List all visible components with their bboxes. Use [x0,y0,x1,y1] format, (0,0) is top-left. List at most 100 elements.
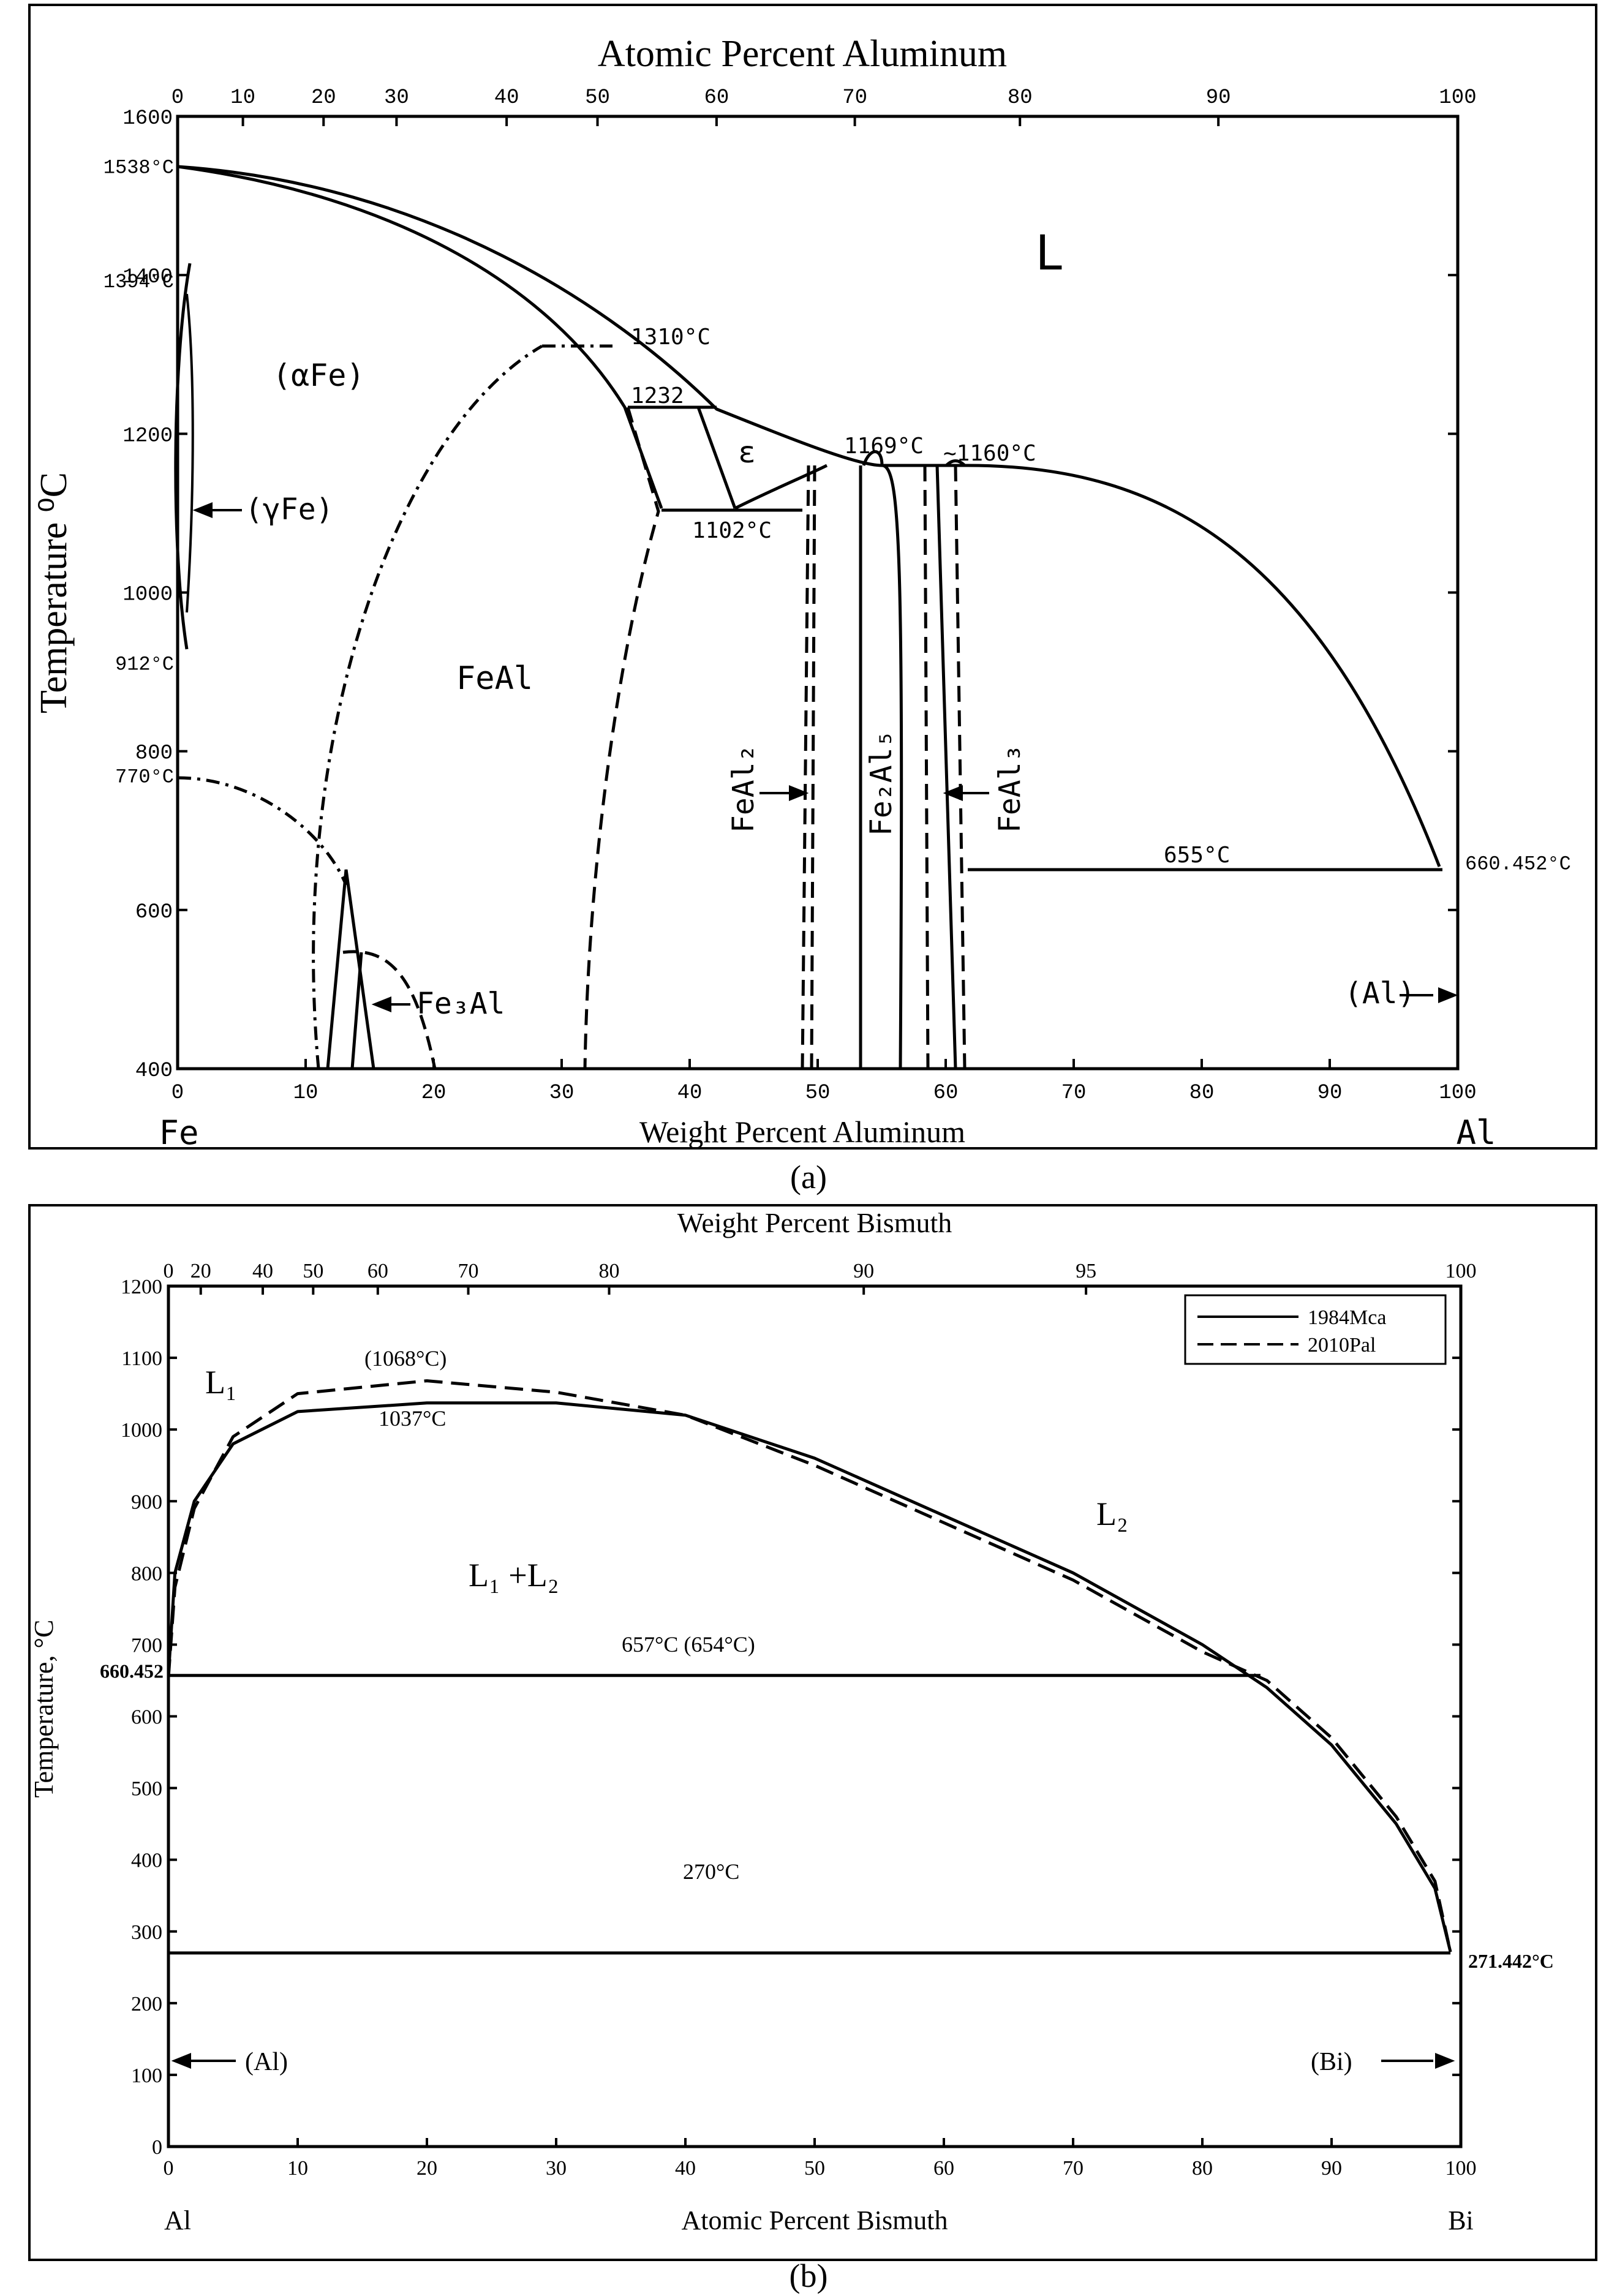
label-1068: (1068°C) [364,1346,447,1371]
epsilon-region [696,407,828,510]
panel-a-top-tick-label: 70 [842,86,867,110]
fe2al5-boundaries [859,450,903,1069]
gamma-arrowhead [192,502,213,518]
panel-a-x-tick-label: 0 [172,1082,184,1105]
panel-b-y-tick-label: 200 [131,1993,162,2016]
panel-b-x-tick-label: 20 [417,2157,437,2180]
legend-box [1184,1294,1447,1365]
panel-a-x-tick-label: 10 [293,1082,318,1105]
label-feal2: FeAl₂ [726,745,761,834]
panel-b-x-tick-label: 100 [1446,2157,1477,2180]
panel-a-arrows [192,502,1458,1012]
label-feal3: FeAl₃ [993,745,1027,834]
panel-a-fe-al-phase-diagram: Atomic Percent Aluminum Weight Percent A… [28,4,1597,1152]
label-al-phase: (Al) [1344,976,1415,1011]
panel-b-top-tick-label: 95 [1076,1260,1096,1282]
panel-b-y-tick-label: 100 [131,2065,162,2087]
label-al-phase-b: (Al) [245,2048,288,2076]
panel-b-frame [28,1204,1597,2261]
label-gamma-fe: (γFe) [245,492,334,527]
panel-b-arrows [171,2053,1455,2069]
solidus-alpha-line [177,165,663,509]
panel-a-top-axis-title: Atomic Percent Aluminum [598,33,1007,75]
panel-a-x-tick-label: 60 [933,1082,959,1105]
panel-a-x-tick-label: 30 [549,1082,575,1105]
label-1169: 1169°C [844,434,924,459]
panel-b-y-tick-label: 1200 [121,1276,162,1298]
label-1310: 1310°C [631,325,710,350]
panel-a-curves [174,165,1442,1069]
panel-a-top-tick-label: 0 [172,86,184,110]
order-disorder-line [312,344,543,1069]
panel-a-temp-label: 660.452°C [1465,853,1571,875]
feal-boundary-dashed [583,407,660,1069]
panel-b-right-endpoint: Bi [1448,2205,1474,2235]
panel-a-y-tick-label: 1200 [123,424,173,448]
panel-a-x-axis-title: Weight Percent Aluminum [639,1115,965,1149]
panel-a-y-tick-label: 1000 [123,584,173,607]
bi-phase-arrowhead [1435,2053,1455,2069]
label-l2: L₂ [1096,1496,1128,1532]
panel-b-y-tick-label: 900 [131,1491,162,1513]
panel-a-x-tick-label: 90 [1317,1082,1343,1105]
panel-a-x-tick-label: 80 [1189,1082,1215,1105]
panel-b-top-tick-label: 90 [853,1260,874,1282]
panel-b-top-tick-label: 50 [303,1260,323,1282]
panel-b-x-tick-label: 50 [804,2157,825,2180]
gamma-loop-outer [174,263,192,650]
panel-b-top-tick-label: 20 [190,1260,211,1282]
feal2-arrowhead [789,785,809,801]
label-fe3al: Fe₃Al [417,987,505,1021]
caption-a: (a) [790,1159,827,1195]
fe3al-solvus [342,950,437,1069]
panel-b-x-axis-title: Atomic Percent Bismuth [681,2205,948,2235]
panel-b-top-axis-title: Weight Percent Bismuth [677,1207,952,1238]
panel-b-top-tick-label: 0 [164,1260,174,1282]
feal3-boundary [935,459,966,1069]
caption-b: (b) [790,2257,828,2294]
panel-a-top-tick-label: 90 [1206,86,1231,110]
panel-a-x-tick-label: 20 [421,1082,447,1105]
al-phase-arrowhead-b [171,2053,191,2069]
feal2-boundaries [801,465,816,1069]
panel-a-x-tick-label: 100 [1439,1082,1476,1105]
panel-b-y-tick-label: 1100 [121,1347,162,1370]
panel-a-x-tick-label: 40 [677,1082,703,1105]
panel-b-top-tick-label: 80 [599,1260,620,1282]
panel-a-y-axis-title: Temperature ⁰C [33,472,75,713]
panel-b-top-tick-label: 70 [458,1260,479,1282]
panel-a-temp-label: 1538°C [104,156,174,179]
panel-b-x-tick-label: 10 [287,2157,308,2180]
label-1102: 1102°C [692,518,772,543]
invariant-lines [628,405,802,512]
label-liquid: L [1035,226,1064,281]
panel-b-temp-label: 271.442°C [1468,1950,1554,1972]
panel-a-top-tick-label: 60 [704,86,729,110]
panel-b-x-tick-label: 40 [675,2157,696,2180]
panel-a-x-tick-label: 50 [805,1082,831,1105]
legend-label-1984mca: 1984Mca [1308,1306,1386,1329]
fe2al5-right-dashed [923,465,967,1069]
panel-b-y-tick-label: 400 [131,1850,162,1872]
panel-b-left-endpoint: Al [164,2205,191,2235]
panel-a-y-tick-label: 400 [135,1060,173,1083]
panel-a-y-tick-label: 1600 [123,107,173,130]
label-1160: ~1160°C [943,441,1036,466]
panel-a-top-tick-label: 80 [1008,86,1033,110]
magnetic-transition-line [177,776,348,886]
panel-a-left-endpoint: Fe [159,1113,198,1152]
fe3al-inner [350,952,363,1069]
panel-b-legend: 1984Mca 2010Pal [1184,1294,1447,1365]
panel-b-x-tick-label: 70 [1063,2157,1084,2180]
panel-b-x-tick-label: 60 [933,2157,954,2180]
label-270: 270°C [683,1859,739,1884]
panel-a-y-tick-label: 1400 [123,266,173,289]
panel-b-temp-label: 660.452 [100,1660,164,1682]
gamma-loop-inner [186,293,194,613]
panel-a-top-tick-label: 30 [384,86,409,110]
panel-a-temp-label: 770°C [115,766,174,789]
panel-a-top-tick-label: 20 [311,86,336,110]
al-phase-arrowhead [1438,987,1458,1003]
label-1037: 1037°C [379,1406,446,1431]
panel-b-x-tick-label: 0 [164,2157,174,2180]
